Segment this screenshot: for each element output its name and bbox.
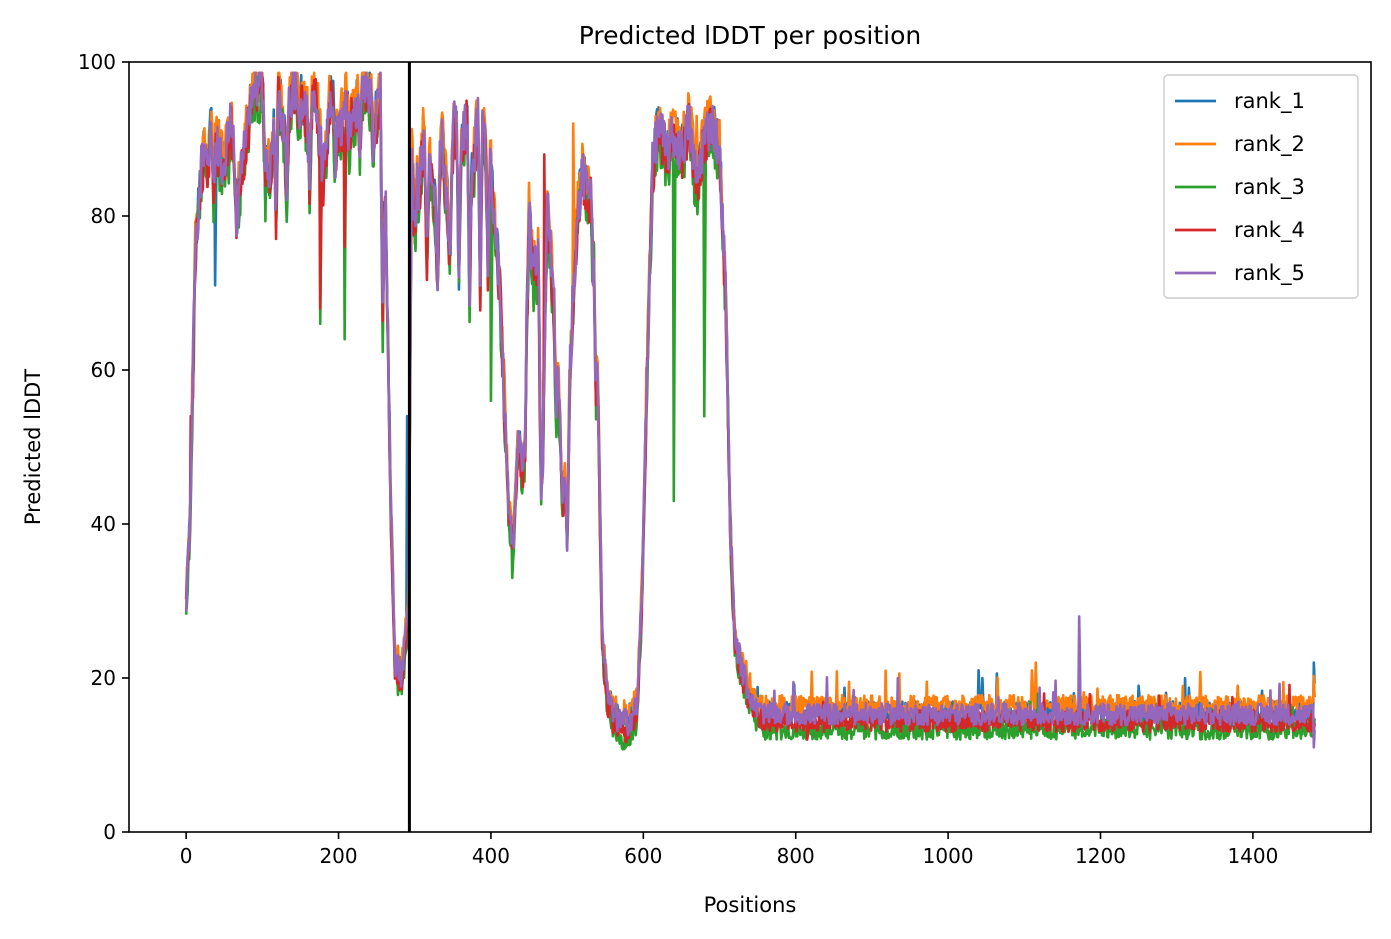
legend-label-rank_4: rank_4: [1234, 218, 1305, 243]
chart-title: Predicted lDDT per position: [579, 21, 921, 50]
series-layer: [184, 71, 1316, 751]
legend: rank_1 rank_2 rank_3 rank_4 rank_5: [1163, 74, 1359, 299]
y-tick-label: 40: [91, 512, 116, 536]
y-tick-label: 60: [91, 358, 116, 382]
x-tick-label: 1000: [923, 844, 974, 868]
x-tick-label: 1400: [1227, 844, 1278, 868]
y-tick-label: 100: [78, 50, 116, 74]
x-tick-label: 0: [180, 844, 193, 868]
axes-layer: 0 200 400 600 800 1000 1200 1400 0 20 40 60 80 100: [78, 50, 1372, 868]
legend-box: [1163, 74, 1359, 299]
x-axis-label: Positions: [704, 893, 797, 917]
x-tick-label: 800: [777, 844, 815, 868]
y-axis-label: Predicted lDDT: [21, 369, 45, 525]
legend-label-rank_2: rank_2: [1234, 132, 1305, 157]
legend-label-rank_1: rank_1: [1234, 89, 1305, 114]
legend-label-rank_5: rank_5: [1234, 261, 1305, 286]
plot-frame: [128, 61, 1372, 833]
x-tick-label: 600: [624, 844, 662, 868]
x-tick-label: 200: [319, 844, 357, 868]
legend-label-rank_3: rank_3: [1234, 175, 1305, 200]
series-line-rank_5: [184, 71, 1316, 749]
y-tick-label: 20: [91, 666, 116, 690]
x-tick-label: 400: [472, 844, 510, 868]
y-tick-label: 0: [103, 820, 116, 844]
y-tick-label: 80: [91, 204, 116, 228]
x-tick-label: 1200: [1075, 844, 1126, 868]
